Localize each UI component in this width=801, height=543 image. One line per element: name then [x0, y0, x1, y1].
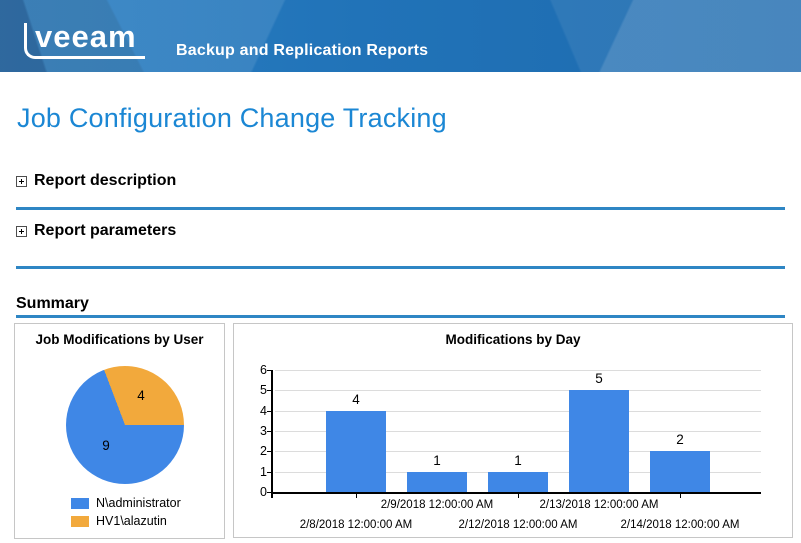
gridline	[275, 390, 761, 392]
section-report-description[interactable]: Report description	[16, 172, 176, 190]
bar-chart-title: Modifications by Day	[445, 332, 581, 347]
bar	[326, 410, 386, 492]
y-axis-label: 3	[260, 424, 267, 438]
y-axis-tick	[267, 471, 271, 473]
y-axis-label: 1	[260, 464, 267, 479]
x-axis-tick	[680, 494, 681, 498]
veeam-logo: veeam	[24, 21, 145, 59]
bar	[569, 390, 629, 492]
page-title: Job Configuration Change Tracking	[17, 103, 447, 133]
summary-heading: Summary	[16, 295, 89, 312]
bar-value-label: 4	[352, 391, 360, 407]
x-axis-label: 2/8/2018 12:00:00 AM	[299, 519, 413, 531]
y-axis-label: 0	[260, 485, 267, 499]
gridline	[275, 410, 761, 412]
pie-slice-value: 4	[137, 388, 145, 403]
y-axis-tick	[267, 492, 271, 493]
app-header: veeam Backup and Replication Reports	[0, 0, 801, 72]
x-axis-label: 2/12/2018 12:00:00 AM	[458, 519, 578, 531]
x-axis-label: 2/14/2018 12:00:00 AM	[620, 519, 740, 531]
x-axis-label: 2/13/2018 12:00:00 AM	[539, 499, 659, 511]
bar	[488, 471, 548, 492]
bar-value-label: 1	[433, 452, 441, 468]
pie-chart-title: Job Modifications by User	[35, 332, 204, 347]
legend-swatch	[71, 497, 89, 509]
section-label: Report description	[34, 172, 177, 189]
product-title: Backup and Replication Reports	[176, 42, 429, 59]
bar-chart: 4 1 1 5 2 0 1 2 3 4 5 6 2/8/2018 12:00:00 AM 2/9/2018…	[234, 324, 792, 537]
x-axis-tick	[518, 494, 519, 498]
x-axis	[271, 492, 761, 494]
summary-divider	[16, 315, 785, 318]
gridline	[275, 370, 761, 372]
section-label: Report parameters	[34, 222, 177, 239]
pie-chart-panel: Job Modifications by User 9 4 N\administr…	[14, 323, 225, 539]
legend-item: HV1\alazutin	[71, 514, 181, 528]
x-axis-label: 2/9/2018 12:00:00 AM	[380, 499, 494, 511]
expand-plus-icon[interactable]	[16, 175, 27, 187]
bar-value-label: 5	[595, 371, 603, 387]
y-axis-tick	[267, 410, 271, 412]
y-axis-label: 6	[260, 363, 267, 378]
section-divider	[16, 266, 785, 269]
bar-value-label: 1	[514, 452, 522, 468]
bar-chart-panel: Modifications by Day 4 1 1 5 2 0 1 2 3 4 5 6 2/8/201…	[233, 323, 793, 538]
pie-chart	[66, 366, 184, 484]
bar	[407, 471, 467, 492]
section-divider	[16, 207, 785, 210]
y-axis-label: 4	[260, 403, 267, 418]
legend-swatch	[71, 515, 89, 527]
y-axis	[271, 370, 273, 498]
legend-item: N\administrator	[71, 496, 181, 510]
x-axis-tick	[356, 494, 357, 498]
legend-label: HV1\alazutin	[96, 514, 167, 528]
y-axis-tick	[267, 390, 271, 392]
bar	[650, 451, 710, 492]
bar-value-label: 2	[676, 432, 684, 448]
section-report-parameters[interactable]: Report parameters	[16, 222, 176, 240]
y-axis-tick	[267, 451, 271, 453]
expand-plus-icon[interactable]	[16, 225, 27, 237]
legend-label: N\administrator	[96, 496, 181, 510]
gridline	[275, 431, 761, 432]
gridline	[275, 451, 761, 453]
y-axis-tick	[267, 370, 271, 372]
y-axis-label: 5	[260, 383, 267, 398]
y-axis-tick	[267, 431, 271, 432]
pie-slice-value: 9	[102, 438, 110, 453]
y-axis-label: 2	[260, 444, 267, 459]
pie-legend: N\administrator HV1\alazutin	[71, 496, 181, 532]
